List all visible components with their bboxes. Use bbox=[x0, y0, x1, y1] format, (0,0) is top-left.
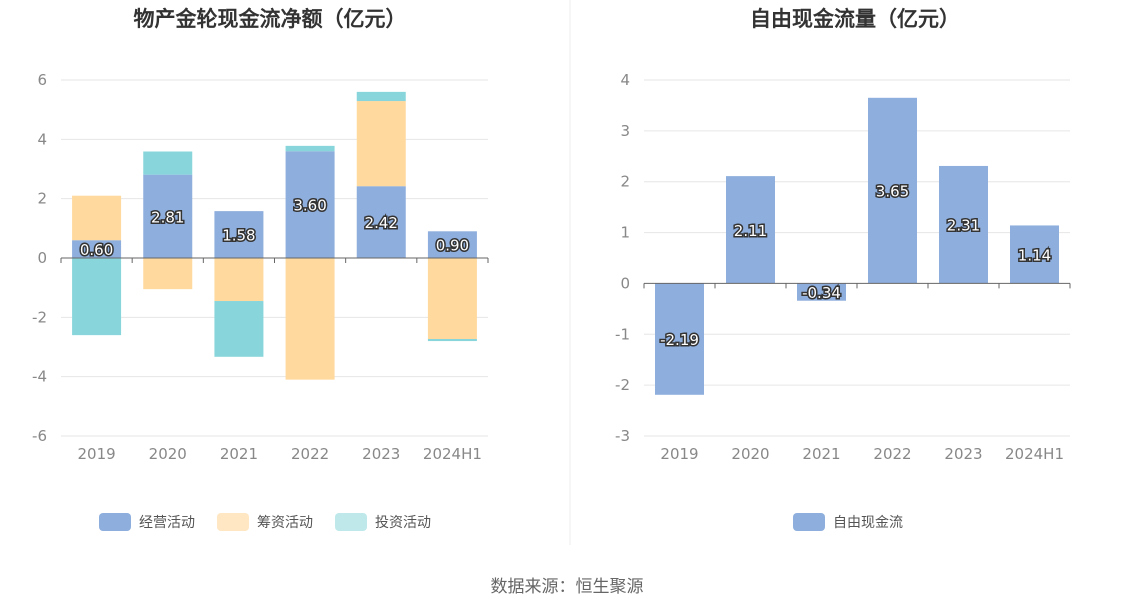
y-tick-label: 0 bbox=[37, 249, 47, 267]
legend-swatch bbox=[335, 513, 367, 531]
y-tick-label: 6 bbox=[37, 71, 47, 89]
y-tick-label: 2 bbox=[37, 190, 47, 208]
bar-经营活动-2019 bbox=[72, 240, 122, 258]
x-tick-label: 2020 bbox=[149, 445, 187, 463]
data-label: -0.34 bbox=[802, 284, 841, 302]
chart-title-cashflow: 物产金轮现金流净额（亿元） bbox=[134, 7, 407, 31]
bar-自由现金流-2020 bbox=[726, 176, 775, 284]
cashflow-chart: 6 4 2 0 -2 -4 -6 2019 2020 2021 2022 2023 2024H1 0.60… bbox=[32, 71, 489, 463]
bar-筹资活动-2023 bbox=[356, 101, 406, 187]
data-label: 3.65 bbox=[876, 183, 909, 201]
legend-item-投资活动: 投资活动 bbox=[335, 513, 431, 531]
x-tick-label: 2024H1 bbox=[423, 445, 482, 463]
y-tick-label: -3 bbox=[615, 427, 630, 445]
bar-经营活动-2021 bbox=[214, 211, 264, 258]
bar-自由现金流-2023 bbox=[939, 165, 988, 284]
bar-筹资活动-2020 bbox=[143, 258, 193, 290]
y-tick-label: 4 bbox=[37, 130, 47, 148]
bar-筹资活动-2022 bbox=[285, 258, 335, 380]
data-label: 1.58 bbox=[222, 227, 255, 245]
y-tick-label: -2 bbox=[32, 308, 47, 326]
legend-item-筹资活动: 筹资活动 bbox=[217, 513, 313, 531]
bar-投资活动-2022 bbox=[285, 145, 335, 152]
x-tick-label: 2020 bbox=[731, 445, 769, 463]
data-label: 0.60 bbox=[80, 241, 113, 259]
y-tick-label: -1 bbox=[615, 325, 630, 343]
data-label: 2.11 bbox=[734, 222, 767, 240]
bar-自由现金流-2021 bbox=[797, 283, 846, 301]
bar-投资活动-2023 bbox=[356, 91, 406, 102]
y-tick-label: 4 bbox=[620, 71, 630, 89]
bar-筹资活动-2019 bbox=[72, 195, 122, 241]
bar-经营活动-2022 bbox=[285, 151, 335, 258]
bars bbox=[72, 91, 477, 380]
data-label: 2.81 bbox=[151, 208, 184, 226]
free-cashflow-chart: 4 3 2 1 0 -1 -2 -3 2019 2020 2021 2022 2023 2024H1 -2.… bbox=[615, 71, 1071, 463]
bar-筹资活动-2024H1 bbox=[427, 258, 477, 339]
bar-经营活动-2024H1 bbox=[427, 231, 477, 258]
data-label: 2.42 bbox=[365, 214, 398, 232]
legend-label: 经营活动 bbox=[139, 515, 195, 531]
free-cashflow-legend: 自由现金流 bbox=[793, 513, 903, 531]
bar-投资活动-2020 bbox=[143, 151, 193, 175]
x-tick-label: 2021 bbox=[802, 445, 840, 463]
x-tick-label: 2022 bbox=[873, 445, 911, 463]
y-tick-label: 3 bbox=[620, 122, 630, 140]
bar-投资活动-2021 bbox=[214, 301, 264, 357]
bar-投资活动-2024H1 bbox=[427, 338, 477, 342]
legend-label: 筹资活动 bbox=[257, 514, 313, 531]
bar-经营活动-2023 bbox=[356, 186, 406, 258]
cashflow-legend: 经营活动 筹资活动 投资活动 bbox=[99, 513, 431, 531]
x-tick-label: 2021 bbox=[220, 445, 258, 463]
y-tick-label: -6 bbox=[32, 427, 47, 445]
x-tick-label: 2022 bbox=[291, 445, 329, 463]
legend-swatch bbox=[217, 513, 249, 531]
data-label: 1.14 bbox=[1018, 246, 1051, 264]
bar-筹资活动-2021 bbox=[214, 258, 264, 302]
y-tick-label: 2 bbox=[620, 173, 630, 191]
legend-label: 投资活动 bbox=[375, 515, 431, 531]
x-tick-label: 2019 bbox=[660, 445, 698, 463]
bar-自由现金流-2022 bbox=[868, 97, 917, 284]
legend-item-自由现金流: 自由现金流 bbox=[793, 513, 903, 531]
y-tick-label: 1 bbox=[620, 224, 630, 242]
data-label: 2.31 bbox=[947, 217, 980, 235]
data-label: 0.90 bbox=[436, 237, 469, 255]
y-tick-label: 0 bbox=[620, 274, 630, 292]
legend-label: 自由现金流 bbox=[833, 515, 903, 531]
y-tick-label: -2 bbox=[615, 376, 630, 394]
bar-投资活动-2019 bbox=[72, 258, 122, 336]
x-tick-label: 2023 bbox=[944, 445, 982, 463]
bar-自由现金流-2019 bbox=[655, 283, 704, 395]
x-tick-label: 2023 bbox=[362, 445, 400, 463]
bar-经营活动-2020 bbox=[143, 174, 193, 258]
data-source-text: 数据来源：恒生聚源 bbox=[491, 577, 644, 597]
data-label: 3.60 bbox=[293, 197, 326, 215]
x-tick-label: 2019 bbox=[77, 445, 115, 463]
y-tick-label: -4 bbox=[32, 368, 47, 386]
bar-自由现金流-2024H1 bbox=[1010, 225, 1059, 284]
legend-item-经营活动: 经营活动 bbox=[99, 513, 195, 531]
bars bbox=[655, 97, 1059, 395]
legend-swatch bbox=[99, 513, 131, 531]
legend-swatch bbox=[793, 513, 825, 531]
data-label: -2.19 bbox=[660, 331, 699, 349]
x-tick-label: 2024H1 bbox=[1005, 445, 1064, 463]
chart-title-free-cashflow: 自由现金流量（亿元） bbox=[750, 7, 960, 31]
